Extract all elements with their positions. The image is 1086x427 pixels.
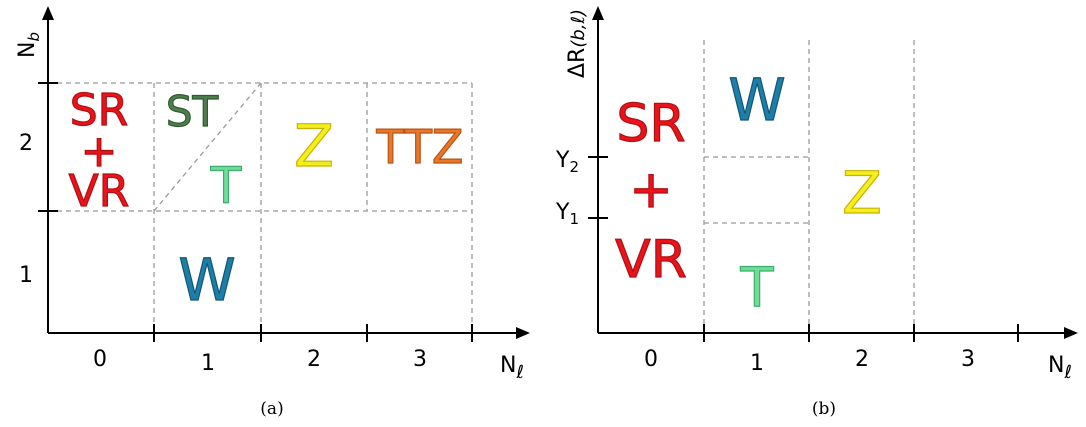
sr-vr-label-bottom: VR [69,166,130,217]
panel-a-y-tick-label: 1 [19,263,33,288]
panel-a-ticks [38,82,473,342]
panel-b-y-axis-label: ΔR(b,ℓ) [565,9,590,78]
panel-a-caption: (a) [260,399,283,419]
panel-b-y-tick-label-y2: Y2 [555,148,579,176]
panel-a-x-tick-label: 1 [201,351,215,376]
panel-a-y-tick-label: 2 [19,131,33,156]
st-label: ST [166,87,219,136]
z-label: Z [842,159,882,227]
sr-vr-label-top: SR [70,85,129,136]
panel-b-ticks [588,156,1019,342]
svg-text:Nb: Nb [15,32,43,58]
w-label: W [178,246,235,314]
panel-b-x-tick-label: 1 [750,351,764,376]
sr-vr-plus: + [629,160,673,220]
svg-text:ΔR(b,ℓ): ΔR(b,ℓ) [565,9,590,78]
panel-a-grid [48,82,473,333]
st-t-diagonal-divider [153,82,262,212]
panel-b-y-tick-label-y1: Y1 [555,200,579,228]
ttz-label: TTZ [376,120,464,174]
panel-b-regions: SR + VR W T Z [615,65,883,319]
panel-a-y-axis-label: Nb [15,32,43,58]
t-label: T [740,256,775,319]
panel-b-x-axis-label: Nℓ [1048,353,1072,383]
w-label: W [728,66,785,134]
panel-a-x-tick-label: 2 [307,347,321,372]
panel-b-caption: (b) [812,399,836,419]
sr-vr-label-bottom: VR [615,230,687,290]
panel-b-grid [703,40,915,333]
panel-b-x-tick-label: 2 [855,347,869,372]
t-label: T [210,157,242,215]
panel-a-x-tick-label: 0 [93,347,107,372]
z-label: Z [294,112,334,180]
sr-vr-plus: + [81,126,118,177]
panel-a-x-tick-label: 3 [413,347,427,372]
sr-vr-label-top: SR [616,94,685,154]
panel-b-x-tick-label: 0 [644,347,658,372]
panel-b: ΔR(b,ℓ) Nℓ 0 1 2 3 Y2 Y1 SR + VR W T Z (… [555,6,1078,419]
panel-a-x-axis-label: Nℓ [500,353,524,383]
panel-a: Nb Nℓ 0 1 2 3 1 2 SR + VR ST T Z TTZ W (… [15,6,530,419]
panel-b-x-tick-label: 3 [961,347,975,372]
panel-a-regions: SR + VR ST T Z TTZ W [68,84,464,314]
